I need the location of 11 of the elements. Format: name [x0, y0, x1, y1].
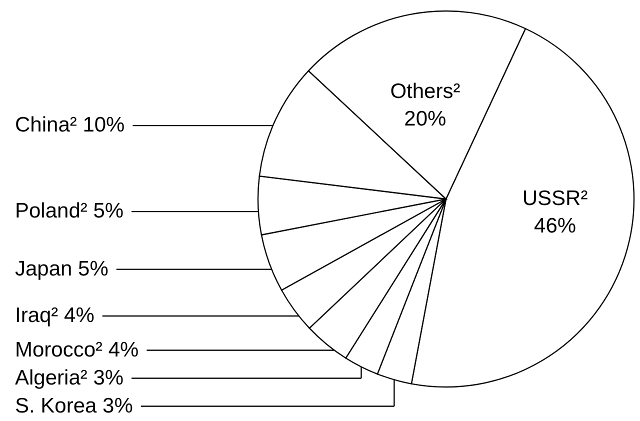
slice-label: Iraq² 4%	[15, 304, 94, 328]
data-label: 20%	[404, 107, 446, 130]
slice-label: Japan 5%	[15, 257, 108, 280]
slice-label: S. Korea 3%	[15, 394, 133, 418]
slice-label: Morocco² 4%	[15, 338, 139, 362]
slice-label: Others²	[390, 80, 460, 103]
slice-label: Poland² 5%	[15, 200, 124, 223]
slice-label: China² 10%	[15, 114, 125, 137]
data-label: 46%	[534, 214, 576, 238]
slice-label: USSR²	[522, 187, 588, 210]
slice-label: Algeria² 3%	[15, 366, 124, 390]
